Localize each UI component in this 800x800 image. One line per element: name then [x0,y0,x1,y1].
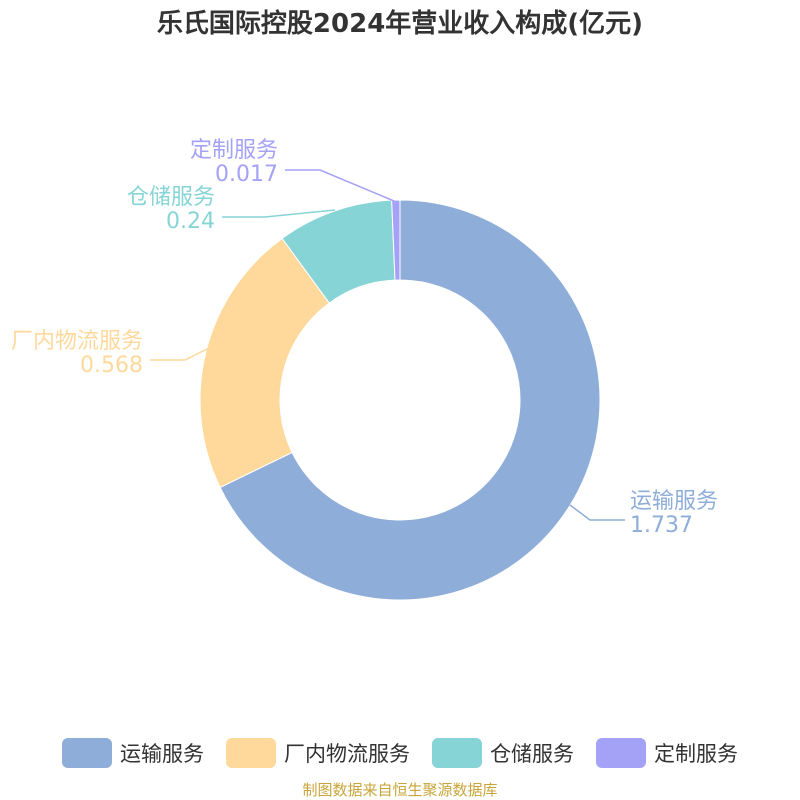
slice-label-value-2: 0.568 [80,353,143,378]
legend-label: 厂内物流服务 [284,742,410,766]
legend-item-4[interactable]: 定制服务 [596,738,738,768]
slice-label-name-3: 仓储服务 [127,185,215,210]
legend-swatch [596,738,646,768]
legend-swatch [432,738,482,768]
slice-label-value-1: 1.737 [630,513,693,538]
leader-lines [150,169,625,521]
legend-item-3[interactable]: 仓储服务 [432,738,574,768]
slice-1[interactable] [219,199,601,601]
leader-line-4 [285,169,395,202]
legend-item-1[interactable]: 运输服务 [62,738,204,768]
chart-title: 乐氏国际控股2024年营业收入构成(亿元) [156,9,644,39]
slice-label-name-4: 定制服务 [190,138,278,163]
legend: 运输服务 厂内物流服务 仓储服务 定制服务 [0,738,800,768]
slice-2[interactable] [199,237,330,489]
slices [199,199,601,601]
legend-label: 运输服务 [120,742,204,766]
slice-label-value-3: 0.24 [166,209,215,234]
leader-line-3 [222,209,336,218]
leader-line-2 [150,344,216,361]
slice-label-name-1: 运输服务 [630,489,718,514]
slice-4[interactable] [391,199,401,281]
legend-swatch [62,738,112,768]
legend-label: 仓储服务 [490,742,574,766]
slice-label-name-2: 厂内物流服务 [11,329,143,354]
slice-label-value-4: 0.017 [215,162,278,187]
legend-item-2[interactable]: 厂内物流服务 [226,738,410,768]
leader-line-1 [569,504,625,521]
source-note: 制图数据来自恒生聚源数据库 [302,781,498,799]
legend-swatch [226,738,276,768]
legend-label: 定制服务 [654,742,738,766]
